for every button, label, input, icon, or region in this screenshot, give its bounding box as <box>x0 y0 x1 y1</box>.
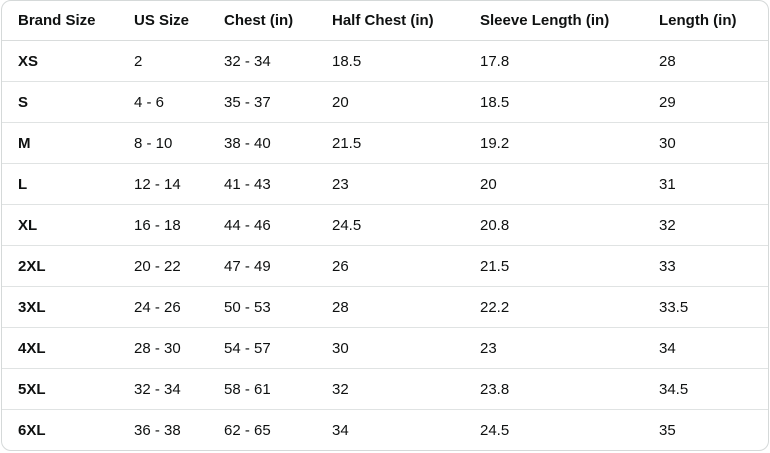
table-cell: 32 - 34 <box>118 368 208 410</box>
table-cell: 41 - 43 <box>208 163 316 205</box>
table-cell: 18.5 <box>464 81 643 123</box>
table-cell: 34 <box>332 421 349 439</box>
table-row: 4XL 28 - 30 54 - 57 30 23 34 <box>2 327 768 369</box>
table-row: 5XL 32 - 34 58 - 61 32 23.8 34.5 <box>2 368 768 410</box>
column-header: US Size <box>118 1 208 41</box>
table-cell: 62 - 65 <box>224 421 271 439</box>
table-cell: 44 - 46 <box>208 204 316 246</box>
row-label-cell: XL <box>2 204 118 246</box>
table-row: 6XL 36 - 38 62 - 65 34 24.5 35 <box>2 410 768 451</box>
table-cell: 32 <box>316 368 464 410</box>
table-cell: 35 <box>659 421 676 439</box>
table-cell: 17.8 <box>464 40 643 82</box>
table-row: 3XL 24 - 26 50 - 53 28 22.2 33.5 <box>2 286 768 328</box>
size-chart-body: XS 2 32 - 34 18.5 17.8 28 S 4 - 6 35 - 37 20 18.5 2… <box>2 40 768 451</box>
table-row: XS 2 32 - 34 18.5 17.8 28 <box>2 40 768 82</box>
table-cell: 38 - 40 <box>208 122 316 164</box>
row-label-cell: 4XL <box>2 327 118 369</box>
column-header: Half Chest (in) <box>316 1 464 41</box>
row-label-cell: XS <box>2 40 118 82</box>
table-cell: 26 <box>316 245 464 287</box>
table-cell: 21.5 <box>316 122 464 164</box>
table-cell: 23 <box>316 163 464 205</box>
table-cell: 24 - 26 <box>118 286 208 328</box>
table-cell: 50 - 53 <box>208 286 316 328</box>
column-header: Length (in) <box>643 1 768 41</box>
table-cell: 22.2 <box>464 286 643 328</box>
row-label-cell: 5XL <box>2 368 118 410</box>
table-cell: 35 - 37 <box>208 81 316 123</box>
table-cell: 34.5 <box>643 368 768 410</box>
row-label-cell: M <box>2 122 118 164</box>
column-header: Sleeve Length (in) <box>464 1 643 41</box>
table-cell: 18.5 <box>316 40 464 82</box>
table-cell: 23 <box>464 327 643 369</box>
row-label-cell: S <box>2 81 118 123</box>
row-label-cell: 6XL <box>18 421 46 439</box>
table-cell: 34 <box>643 327 768 369</box>
size-chart-header: Brand Size US Size Chest (in) Half Chest (i… <box>2 1 768 41</box>
table-cell: 32 - 34 <box>208 40 316 82</box>
table-cell: 36 - 38 <box>134 421 181 439</box>
table-cell: 31 <box>643 163 768 205</box>
table-cell: 30 <box>316 327 464 369</box>
table-cell: 20 <box>464 163 643 205</box>
table-cell: 12 - 14 <box>118 163 208 205</box>
table-cell: 58 - 61 <box>208 368 316 410</box>
table-row: XL 16 - 18 44 - 46 24.5 20.8 32 <box>2 204 768 246</box>
table-cell: 20 - 22 <box>118 245 208 287</box>
table-cell: 29 <box>643 81 768 123</box>
table-cell: 54 - 57 <box>208 327 316 369</box>
row-label-cell: 2XL <box>2 245 118 287</box>
table-cell: 33.5 <box>643 286 768 328</box>
row-label-cell: L <box>2 163 118 205</box>
table-cell: 23.8 <box>464 368 643 410</box>
table-cell: 47 - 49 <box>208 245 316 287</box>
table-cell: 30 <box>643 122 768 164</box>
table-cell: 20.8 <box>464 204 643 246</box>
column-header: Brand Size <box>2 1 118 41</box>
column-header: Chest (in) <box>208 1 316 41</box>
table-cell: 28 <box>643 40 768 82</box>
header-row: Brand Size US Size Chest (in) Half Chest (i… <box>2 1 768 41</box>
table-row: 2XL 20 - 22 47 - 49 26 21.5 33 <box>2 245 768 287</box>
table-cell: 21.5 <box>464 245 643 287</box>
row-label-cell: 3XL <box>2 286 118 328</box>
table-cell: 20 <box>316 81 464 123</box>
table-cell: 2 <box>118 40 208 82</box>
table-cell: 33 <box>643 245 768 287</box>
table-cell: 8 - 10 <box>118 122 208 164</box>
table-cell: 24.5 <box>480 421 510 439</box>
table-cell: 4 - 6 <box>118 81 208 123</box>
table-cell: 28 <box>316 286 464 328</box>
table-row: L 12 - 14 41 - 43 23 20 31 <box>2 163 768 205</box>
table-cell: 24.5 <box>316 204 464 246</box>
table-cell: 16 - 18 <box>118 204 208 246</box>
table-cell: 28 - 30 <box>118 327 208 369</box>
table-cell: 19.2 <box>464 122 643 164</box>
table-cell: 32 <box>643 204 768 246</box>
